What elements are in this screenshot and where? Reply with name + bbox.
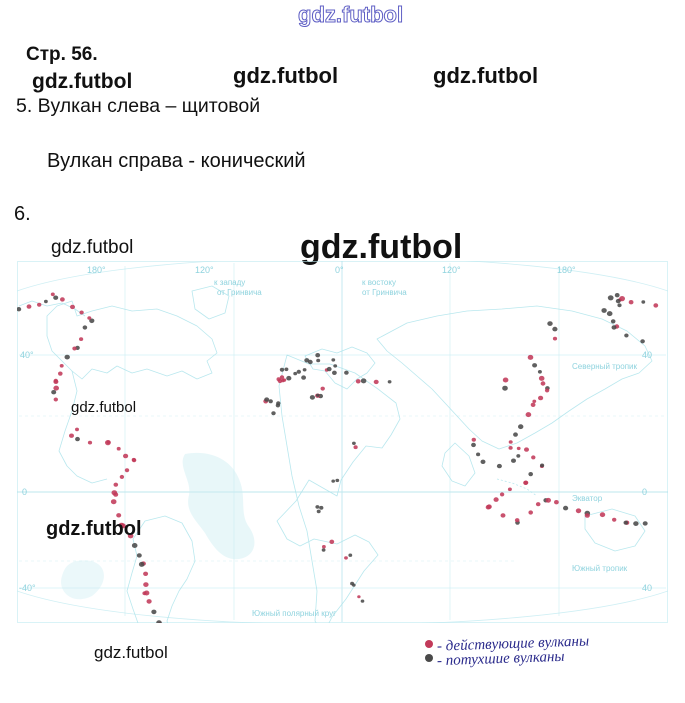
svg-text:40: 40	[642, 583, 652, 593]
svg-text:-40°: -40°	[19, 583, 36, 593]
svg-text:40°: 40°	[20, 350, 34, 360]
svg-text:Экватор: Экватор	[572, 494, 603, 503]
svg-text:Южный полярный круг: Южный полярный круг	[252, 609, 336, 618]
svg-text:0°: 0°	[335, 265, 344, 275]
svg-text:40: 40	[642, 350, 652, 360]
svg-text:180°: 180°	[557, 265, 576, 275]
svg-text:120°: 120°	[195, 265, 214, 275]
svg-text:120°: 120°	[442, 265, 461, 275]
svg-text:0: 0	[642, 487, 647, 497]
svg-text:0: 0	[22, 487, 27, 497]
svg-text:к западу: к западу	[214, 278, 245, 287]
svg-text:Южный тропик: Южный тропик	[572, 564, 628, 573]
svg-text:180°: 180°	[87, 265, 106, 275]
svg-text:от Гринвича: от Гринвича	[362, 288, 407, 297]
svg-text:от Гринвича: от Гринвича	[217, 288, 262, 297]
svg-text:Северный тропик: Северный тропик	[572, 362, 638, 371]
svg-text:к востоку: к востоку	[362, 278, 396, 287]
